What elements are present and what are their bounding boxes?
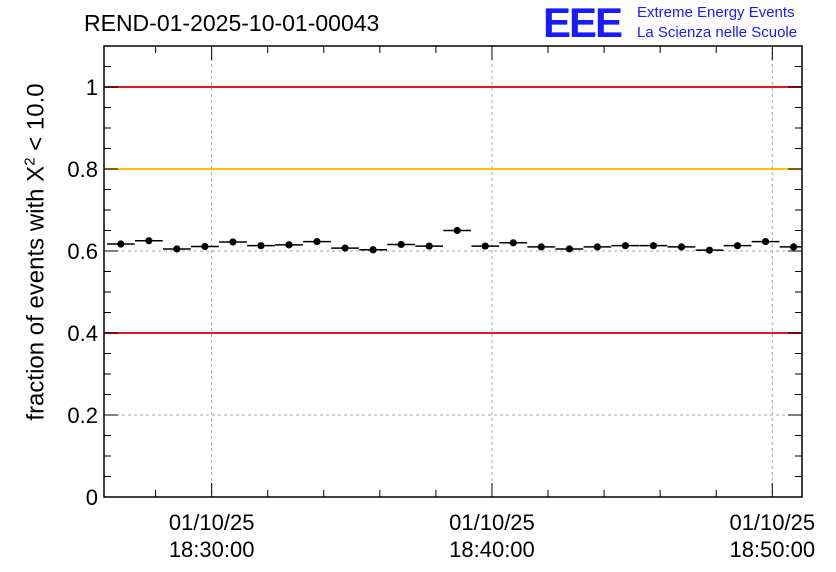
- data-point: [397, 240, 405, 249]
- data-point: [621, 242, 629, 250]
- y-tick-label: 0: [86, 485, 98, 510]
- data-point: [425, 242, 433, 250]
- data-point: [117, 240, 125, 248]
- data-point: [593, 243, 601, 251]
- data-point: [285, 241, 293, 249]
- data-point: [145, 237, 153, 245]
- y-axis-label-suffix: < 10.0: [22, 83, 50, 158]
- data-point: [341, 244, 349, 252]
- x-tick-label-time: 18:40:00: [449, 537, 535, 562]
- data-point: [733, 242, 742, 250]
- y-axis-label-symbol: X: [22, 165, 50, 182]
- y-tick-label: 0.4: [67, 321, 98, 346]
- x-tick-label-date: 01/10/25: [169, 510, 255, 535]
- data-point: [509, 239, 517, 247]
- x-tick-label-date: 01/10/25: [729, 510, 815, 535]
- y-axis-label: fraction of events with X2 < 10.0: [22, 83, 51, 420]
- data-point: [229, 238, 237, 246]
- y-tick-label: 0.6: [67, 239, 98, 264]
- data-point: [649, 242, 658, 250]
- logo-text-line2: La Scienza nelle Scuole: [637, 24, 798, 41]
- data-point: [537, 243, 545, 251]
- x-tick-label-time: 18:30:00: [169, 537, 255, 562]
- y-tick-label: 0.2: [67, 403, 98, 428]
- data-point: [677, 243, 686, 251]
- plot-frame: [103, 45, 803, 498]
- data-point: [705, 246, 714, 254]
- y-axis-label-prefix: fraction of events with: [22, 181, 50, 421]
- y-axis-label-exponent: 2: [21, 157, 39, 166]
- chart-title: REND-01-2025-10-01-00043: [84, 10, 380, 36]
- data-point: [201, 242, 209, 251]
- eee-logo: EEE: [543, 0, 623, 46]
- x-tick-label-date: 01/10/25: [449, 510, 535, 535]
- y-tick-label: 0.8: [67, 157, 98, 182]
- x-tick-label-time: 18:50:00: [729, 537, 815, 562]
- data-point: [369, 246, 377, 254]
- data-point: [257, 242, 265, 250]
- data-point: [313, 237, 321, 246]
- data-point: [789, 243, 798, 251]
- data-point: [761, 237, 770, 246]
- data-point: [481, 242, 489, 250]
- logo-text-line1: Extreme Energy Events: [637, 4, 795, 21]
- data-point: [453, 226, 461, 235]
- data-point: [565, 245, 573, 253]
- y-tick-label: 1: [86, 75, 98, 100]
- data-point: [173, 245, 181, 253]
